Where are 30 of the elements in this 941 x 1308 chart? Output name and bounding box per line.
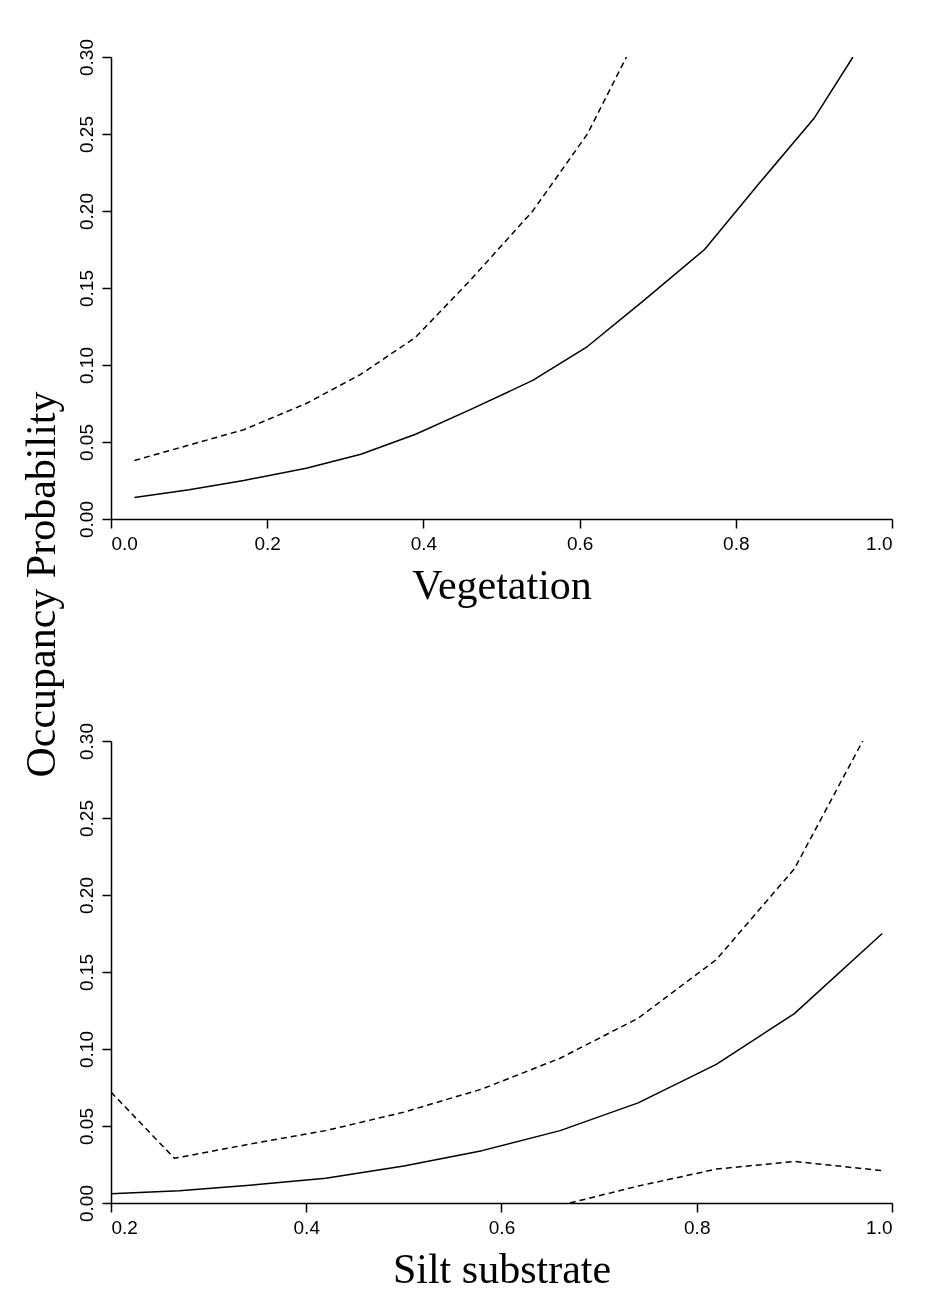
x-tick-label: 1.0 [866,532,893,554]
y-tick-label: 0.10 [75,347,97,384]
y-tick-label: 0.30 [75,723,97,760]
y-tick-label: 0.20 [75,193,97,230]
x-tick-label: 0.2 [111,1216,138,1238]
x-axis-title: Silt substrate [392,1245,612,1292]
x-tick-label: 0.2 [254,532,281,554]
y-tick-label: 0.30 [75,39,97,76]
x-tick-label: 0.6 [566,532,594,554]
x-axis-title: Vegetation [412,561,592,608]
y-tick-label: 0.05 [75,424,97,461]
x-tick-label: 0.4 [293,1216,321,1238]
line-series [133,57,628,462]
y-tick-label: 0.20 [75,877,97,914]
x-tick-label: 0.0 [111,532,138,554]
y-tick-label: 0.05 [75,1108,97,1145]
y-tick-label: 0.00 [75,1185,97,1222]
y-tick-label: 0.25 [75,800,97,837]
x-tick-label: 1.0 [866,1216,893,1238]
y-tick-label: 0.15 [75,954,97,991]
y-tick-label: 0.10 [75,1031,97,1068]
x-tick-label: 0.8 [723,532,750,554]
x-tick-label: 0.4 [410,532,438,554]
line-series [133,57,854,499]
y-tick-label: 0.25 [75,116,97,153]
y-tick-label: 0.00 [75,501,97,538]
y-axis-title: Occupancy Probability [17,391,64,778]
y-tick-label: 0.15 [75,270,97,307]
x-tick-label: 0.6 [488,1216,516,1238]
x-tick-label: 0.8 [684,1216,711,1238]
